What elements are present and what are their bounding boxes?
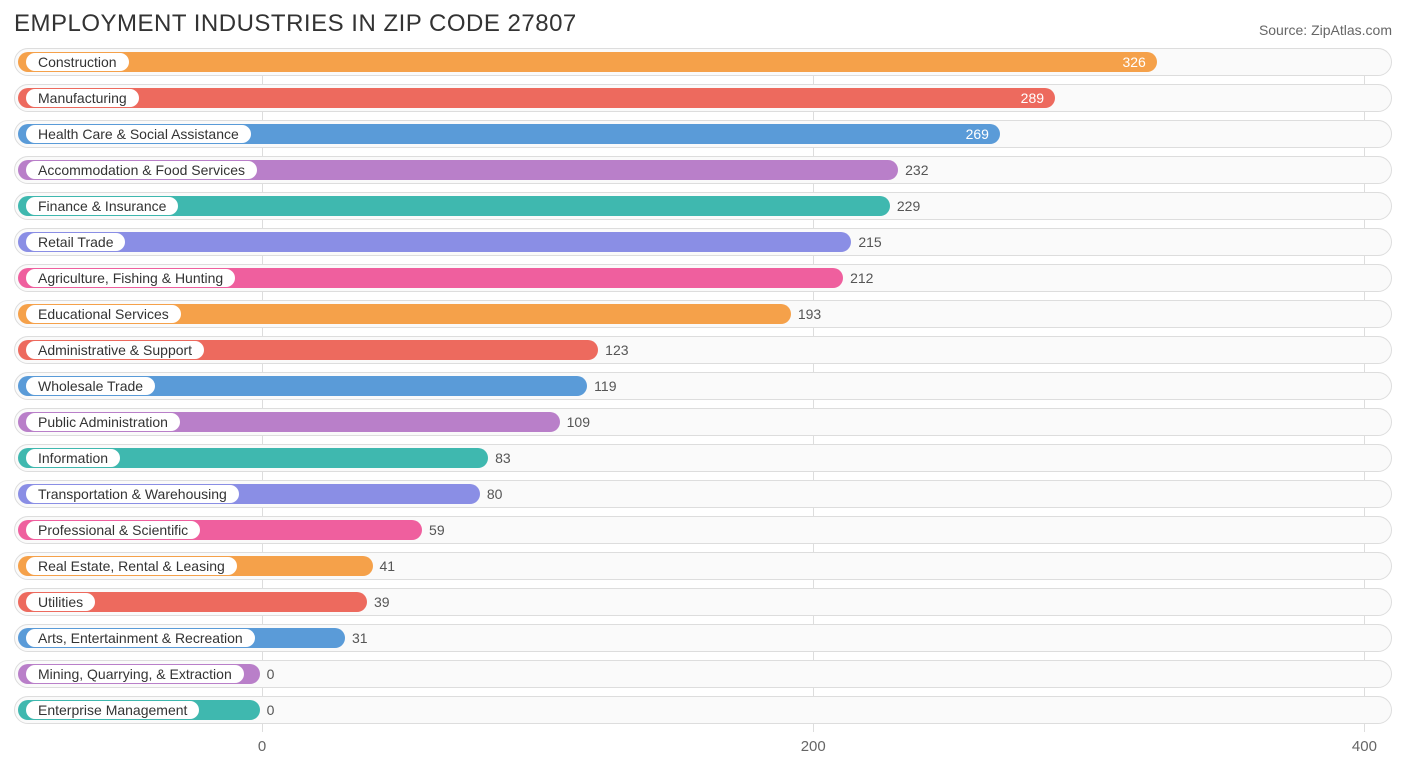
bar-value: 212 bbox=[850, 265, 873, 291]
bar-value: 0 bbox=[267, 697, 275, 723]
bar-value: 123 bbox=[605, 337, 628, 363]
bar-row: Utilities 39 bbox=[14, 588, 1392, 616]
bar-value: 289 bbox=[1021, 85, 1044, 111]
bar-row: Professional & Scientific 59 bbox=[14, 516, 1392, 544]
bar bbox=[18, 52, 1157, 72]
x-tick-label: 200 bbox=[801, 738, 826, 755]
source-line: Source: ZipAtlas.com bbox=[1259, 22, 1392, 38]
bar-row: Agriculture, Fishing & Hunting 212 bbox=[14, 264, 1392, 292]
bar-row: Accommodation & Food Services 232 bbox=[14, 156, 1392, 184]
bar bbox=[18, 232, 851, 252]
chart: Construction 326 Manufacturing 289 Health Ca… bbox=[14, 48, 1392, 762]
bar-value: 31 bbox=[352, 625, 368, 651]
plot-area: Construction 326 Manufacturing 289 Health Ca… bbox=[14, 48, 1392, 762]
bar-value: 109 bbox=[567, 409, 590, 435]
bar-row: Finance & Insurance 229 bbox=[14, 192, 1392, 220]
category-pill: Information bbox=[25, 448, 121, 468]
bar-value: 193 bbox=[798, 301, 821, 327]
bar-value: 215 bbox=[858, 229, 881, 255]
category-pill: Agriculture, Fishing & Hunting bbox=[25, 268, 236, 288]
bar-value: 83 bbox=[495, 445, 511, 471]
bar-row: Information 83 bbox=[14, 444, 1392, 472]
bar-value: 80 bbox=[487, 481, 503, 507]
bar bbox=[18, 88, 1055, 108]
category-pill: Professional & Scientific bbox=[25, 520, 201, 540]
bar-row: Administrative & Support 123 bbox=[14, 336, 1392, 364]
chart-title: EMPLOYMENT INDUSTRIES IN ZIP CODE 27807 bbox=[14, 10, 577, 38]
bar-value: 0 bbox=[267, 661, 275, 687]
bar-value: 39 bbox=[374, 589, 390, 615]
bar-value: 229 bbox=[897, 193, 920, 219]
bar-row: Real Estate, Rental & Leasing 41 bbox=[14, 552, 1392, 580]
category-pill: Transportation & Warehousing bbox=[25, 484, 240, 504]
category-pill: Arts, Entertainment & Recreation bbox=[25, 628, 256, 648]
bar-row: Health Care & Social Assistance 269 bbox=[14, 120, 1392, 148]
bar-value: 41 bbox=[380, 553, 396, 579]
category-pill: Utilities bbox=[25, 592, 96, 612]
bar-row: Arts, Entertainment & Recreation 31 bbox=[14, 624, 1392, 652]
bar-row: Public Administration 109 bbox=[14, 408, 1392, 436]
chart-header: EMPLOYMENT INDUSTRIES IN ZIP CODE 27807 … bbox=[14, 10, 1392, 38]
category-pill: Finance & Insurance bbox=[25, 196, 179, 216]
category-pill: Educational Services bbox=[25, 304, 182, 324]
bar-row: Wholesale Trade 119 bbox=[14, 372, 1392, 400]
bar-row: Enterprise Management 0 bbox=[14, 696, 1392, 724]
category-pill: Real Estate, Rental & Leasing bbox=[25, 556, 238, 576]
x-tick-label: 400 bbox=[1352, 738, 1377, 755]
category-pill: Mining, Quarrying, & Extraction bbox=[25, 664, 245, 684]
category-pill: Health Care & Social Assistance bbox=[25, 124, 252, 144]
bar-row: Mining, Quarrying, & Extraction 0 bbox=[14, 660, 1392, 688]
bar-value: 326 bbox=[1122, 49, 1145, 75]
source-name: ZipAtlas.com bbox=[1311, 22, 1392, 38]
bar-value: 119 bbox=[594, 373, 616, 399]
category-pill: Construction bbox=[25, 52, 130, 72]
bar-rows: Construction 326 Manufacturing 289 Health Ca… bbox=[14, 48, 1392, 724]
category-pill: Administrative & Support bbox=[25, 340, 205, 360]
bar-row: Construction 326 bbox=[14, 48, 1392, 76]
category-pill: Manufacturing bbox=[25, 88, 140, 108]
bar-value: 269 bbox=[966, 121, 989, 147]
bar-row: Educational Services 193 bbox=[14, 300, 1392, 328]
category-pill: Accommodation & Food Services bbox=[25, 160, 258, 180]
bar-value: 232 bbox=[905, 157, 928, 183]
bar-row: Manufacturing 289 bbox=[14, 84, 1392, 112]
source-label: Source: bbox=[1259, 22, 1307, 38]
category-pill: Retail Trade bbox=[25, 232, 126, 252]
bar-value: 59 bbox=[429, 517, 445, 543]
x-tick-label: 0 bbox=[258, 738, 266, 755]
x-axis: 0 200 400 bbox=[14, 732, 1392, 762]
bar-row: Transportation & Warehousing 80 bbox=[14, 480, 1392, 508]
category-pill: Enterprise Management bbox=[25, 700, 200, 720]
category-pill: Wholesale Trade bbox=[25, 376, 156, 396]
bar-row: Retail Trade 215 bbox=[14, 228, 1392, 256]
category-pill: Public Administration bbox=[25, 412, 181, 432]
